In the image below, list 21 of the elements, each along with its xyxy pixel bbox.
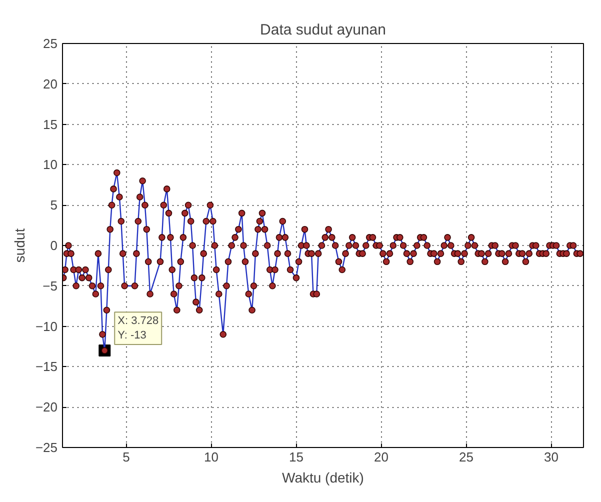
y-tick-label: −15	[35, 359, 58, 374]
annotation: X: 3.728 Y: -13	[118, 315, 159, 342]
x-axis-title: Waktu (detik)	[282, 470, 364, 486]
y-tick-label: 10	[43, 157, 58, 172]
y-tick-label: −25	[35, 440, 58, 455]
y-tick-label: 15	[43, 116, 58, 132]
y-tick-label: 25	[43, 36, 58, 51]
y-tick-label: −20	[35, 400, 58, 415]
x-tick-label: 20	[374, 450, 388, 464]
x-tick-label: 30	[544, 450, 558, 464]
y-tick-label: 0	[50, 238, 58, 253]
y-tick-label: −10	[35, 318, 58, 334]
x-tick-label: 25	[458, 450, 474, 464]
y-tick-label: 20	[43, 76, 58, 92]
x-tick-label: 15	[289, 450, 304, 464]
x-tick-label: 5	[122, 450, 130, 464]
y-tick-label: 5	[50, 198, 58, 213]
y-tick-label: −5	[42, 278, 58, 294]
chart-title: Data sudut ayunan	[260, 22, 386, 38]
y-axis-title: sudut	[11, 228, 28, 263]
x-tick-label: 10	[204, 450, 218, 464]
